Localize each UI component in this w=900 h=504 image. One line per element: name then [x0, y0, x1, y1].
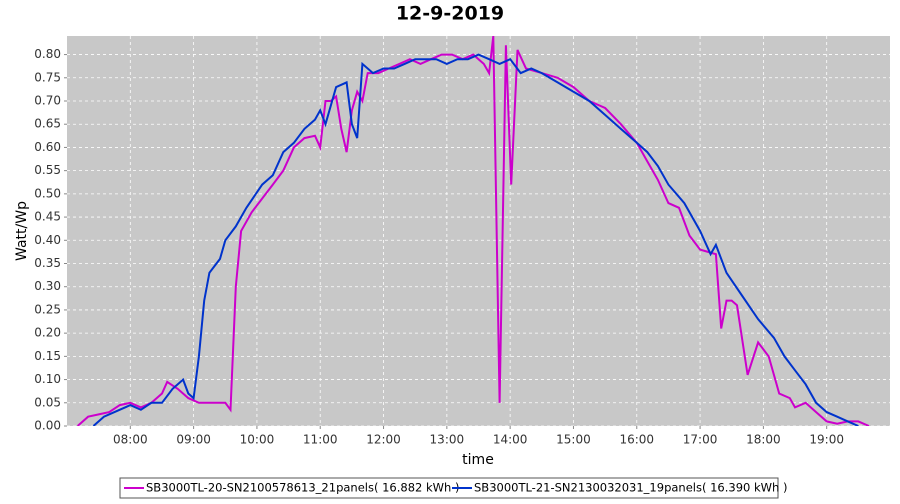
y-tick-label: 0.40 [34, 233, 61, 247]
x-tick-label: 11:00 [303, 433, 338, 447]
data-line [92, 53, 859, 426]
x-tick-label: 19:00 [809, 433, 844, 447]
y-tick-label: 0.15 [34, 349, 61, 363]
y-axis-label: Watt/Wp [14, 201, 30, 261]
y-tick-label: 0.35 [34, 256, 61, 270]
chart-title: 12-9-2019 [396, 3, 504, 25]
x-tick-label: 10:00 [240, 433, 275, 447]
x-tick-label: 14:00 [493, 433, 528, 447]
plot-lines [76, 36, 870, 426]
x-tick-label: 16:00 [619, 433, 654, 447]
y-tick-label: 0.50 [34, 186, 61, 200]
y-tick-label: 0.30 [34, 279, 61, 293]
y-tick-label: 0.75 [34, 70, 61, 84]
legend-label: SB3000TL-20-SN2100578613_21panels( 16.88… [146, 481, 459, 495]
y-tick-label: 0.00 [34, 419, 61, 433]
x-tick-label: 17:00 [683, 433, 718, 447]
y-tick-label: 0.80 [34, 47, 61, 61]
y-tick-label: 0.20 [34, 326, 61, 340]
x-tick-label: 08:00 [113, 433, 148, 447]
legend-label: SB3000TL-21-SN2130032031_19panels( 16.39… [474, 481, 787, 495]
y-tick-label: 0.10 [34, 372, 61, 386]
y-tick-label: 0.65 [34, 117, 61, 131]
x-tick-label: 15:00 [556, 433, 591, 447]
x-axis-label: time [462, 452, 494, 468]
y-tick-label: 0.70 [34, 94, 61, 108]
plot-area [67, 36, 890, 426]
data-line [76, 36, 870, 426]
legend-box [119, 477, 779, 499]
y-tick-label: 0.60 [34, 140, 61, 154]
x-tick-label: 12:00 [366, 433, 401, 447]
x-tick-label: 13:00 [430, 433, 465, 447]
x-tick-label: 09:00 [176, 433, 211, 447]
y-tick-label: 0.45 [34, 210, 61, 224]
y-tick-label: 0.05 [34, 395, 61, 409]
y-tick-label: 0.25 [34, 302, 61, 316]
y-tick-label: 0.55 [34, 163, 61, 177]
x-tick-label: 18:00 [746, 433, 781, 447]
